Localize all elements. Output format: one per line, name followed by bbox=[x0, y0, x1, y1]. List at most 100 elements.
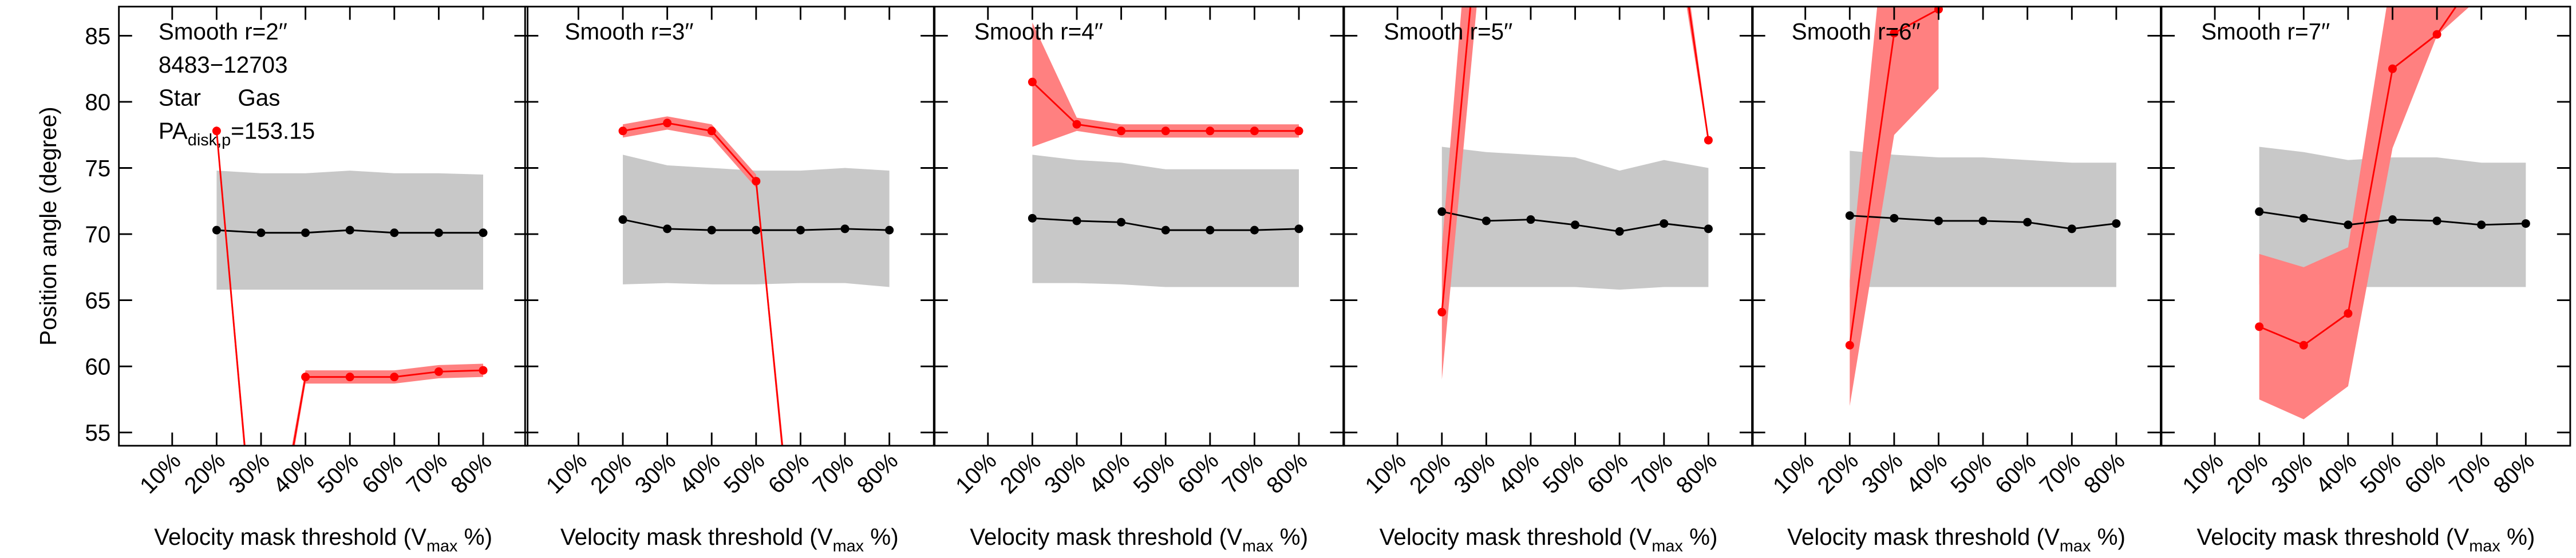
data-point bbox=[2521, 219, 2530, 228]
data-point bbox=[1117, 126, 1126, 136]
x-axis-label-part: Velocity mask threshold (V bbox=[1380, 524, 1652, 550]
data-point bbox=[1117, 217, 1126, 227]
data-point bbox=[2255, 207, 2264, 216]
data-point bbox=[2344, 309, 2353, 318]
error-band bbox=[623, 155, 890, 287]
y-tick-label: 55 bbox=[85, 420, 110, 446]
data-point bbox=[1890, 213, 1899, 223]
y-tick-label: 70 bbox=[85, 221, 110, 247]
data-point bbox=[1028, 77, 1037, 86]
x-axis-label-part: %) bbox=[1683, 524, 1718, 550]
data-point bbox=[663, 118, 672, 128]
annotation-part: disk,p bbox=[188, 131, 231, 149]
data-point bbox=[752, 177, 761, 186]
data-point bbox=[885, 225, 894, 235]
data-point bbox=[1660, 219, 1669, 228]
data-point bbox=[618, 215, 627, 224]
data-point bbox=[2344, 220, 2353, 229]
data-point bbox=[1437, 207, 1447, 216]
data-point bbox=[1161, 126, 1170, 136]
y-tick-label: 85 bbox=[85, 23, 110, 49]
data-point bbox=[707, 225, 716, 235]
data-point bbox=[2023, 217, 2032, 227]
y-tick-label: 60 bbox=[85, 354, 110, 380]
data-point bbox=[479, 228, 488, 238]
x-axis-label-part: Velocity mask threshold (V bbox=[154, 524, 426, 550]
data-point bbox=[256, 228, 266, 238]
data-point bbox=[390, 228, 399, 238]
x-axis-label-part: max bbox=[426, 537, 458, 555]
annotation: 8483−12703 bbox=[159, 52, 288, 78]
data-point bbox=[1294, 126, 1303, 136]
x-axis-label: Velocity mask threshold (Vmax %) bbox=[970, 524, 1308, 556]
data-point bbox=[1437, 307, 1447, 316]
panel-title: Smooth r=4′′ bbox=[974, 18, 1103, 45]
legend-label: Star bbox=[159, 85, 201, 111]
data-point bbox=[1704, 136, 1713, 145]
plot-frame bbox=[934, 6, 1345, 447]
data-point bbox=[2067, 224, 2076, 234]
data-point bbox=[345, 373, 354, 382]
data-point bbox=[301, 373, 310, 382]
data-point bbox=[1072, 216, 1081, 225]
data-point bbox=[1206, 126, 1215, 136]
data-point bbox=[1845, 211, 1854, 220]
data-point bbox=[840, 224, 850, 234]
y-tick-label: 80 bbox=[85, 89, 110, 115]
data-point bbox=[1250, 126, 1259, 136]
data-point bbox=[212, 225, 221, 235]
y-tick-label: 75 bbox=[85, 155, 110, 181]
data-point bbox=[2477, 220, 2486, 229]
data-point bbox=[2388, 64, 2397, 73]
panel-title: Smooth r=3′′ bbox=[565, 18, 694, 45]
series-line bbox=[1441, 6, 1472, 312]
plot-area bbox=[1028, 22, 1303, 287]
x-axis-label-part: %) bbox=[457, 524, 492, 550]
plot-area bbox=[1845, 6, 2121, 406]
annotation-part: PA bbox=[159, 117, 188, 144]
data-point bbox=[1571, 220, 1580, 229]
data-point bbox=[1526, 215, 1535, 224]
data-point bbox=[1615, 227, 1624, 236]
x-axis-label-part: Velocity mask threshold (V bbox=[560, 524, 833, 550]
error-band bbox=[1850, 6, 1939, 406]
data-point bbox=[1481, 216, 1491, 225]
data-point bbox=[2388, 215, 2397, 224]
error-band bbox=[1032, 155, 1299, 287]
error-band bbox=[216, 124, 484, 446]
data-point bbox=[1072, 120, 1081, 129]
data-point bbox=[1161, 225, 1170, 235]
plot-frame bbox=[118, 6, 529, 447]
x-axis-label-part: max bbox=[833, 537, 864, 555]
x-axis-label: Velocity mask threshold (Vmax %) bbox=[560, 524, 899, 556]
y-tick-label: 65 bbox=[85, 287, 110, 314]
annotation: PAdisk,p=153.15 bbox=[159, 117, 315, 149]
data-point bbox=[752, 225, 761, 235]
x-axis-label-part: max bbox=[2469, 537, 2500, 555]
error-band bbox=[2259, 6, 2470, 420]
panel-title: Smooth r=7′′ bbox=[2201, 18, 2330, 45]
data-point bbox=[345, 225, 354, 235]
data-point bbox=[1845, 341, 1854, 350]
series-line bbox=[1688, 6, 1709, 141]
data-point bbox=[2299, 341, 2308, 350]
data-point bbox=[707, 126, 716, 136]
x-axis-label-part: %) bbox=[1273, 524, 1308, 550]
x-axis-label: Velocity mask threshold (Vmax %) bbox=[1380, 524, 1718, 556]
y-axis-label: Position angle (degree) bbox=[35, 106, 61, 345]
data-point bbox=[1934, 216, 1943, 225]
panel-title: Smooth r=5′′ bbox=[1384, 18, 1512, 45]
series-line bbox=[2259, 6, 2458, 346]
x-axis-label-part: %) bbox=[2091, 524, 2125, 550]
x-axis-label-part: %) bbox=[864, 524, 899, 550]
data-point bbox=[796, 225, 805, 235]
data-point bbox=[2255, 322, 2264, 331]
x-axis-label-part: %) bbox=[2500, 524, 2535, 550]
data-point bbox=[1250, 225, 1259, 235]
plot-frame bbox=[2160, 6, 2571, 447]
x-axis-label-part: Velocity mask threshold (V bbox=[970, 524, 1242, 550]
data-point bbox=[479, 366, 488, 375]
data-point bbox=[1890, 29, 1899, 38]
